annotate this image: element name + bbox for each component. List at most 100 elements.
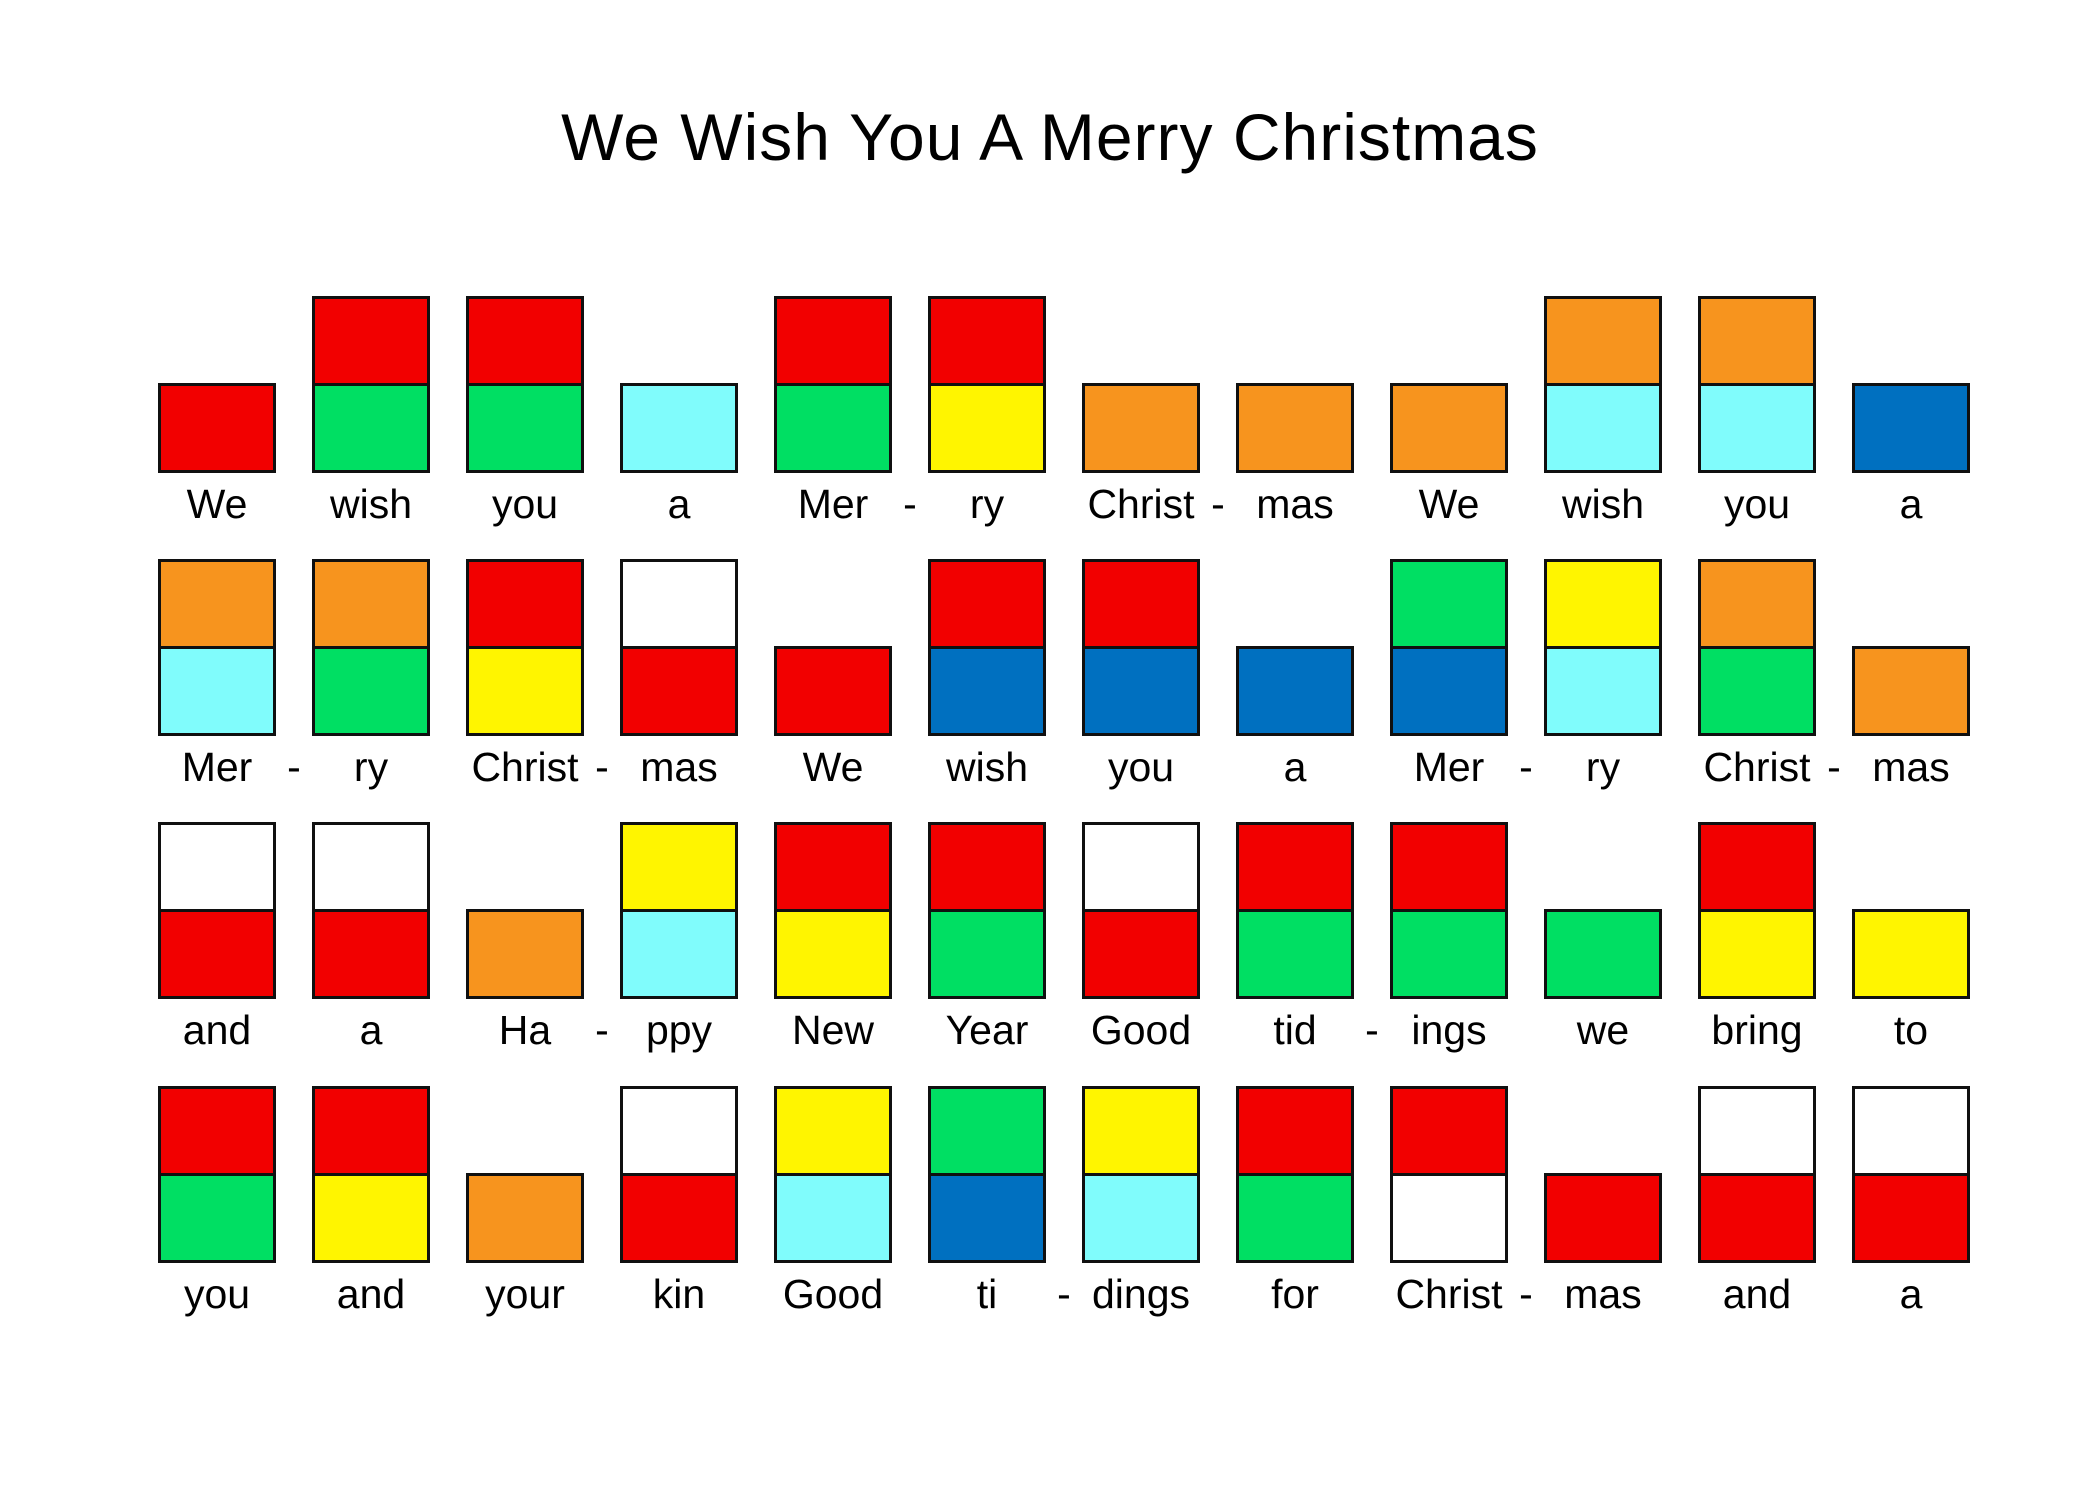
- syllable-label: a: [1899, 481, 1923, 527]
- note-cell: tid -: [1236, 819, 1379, 1053]
- syllable-label: you: [183, 1271, 251, 1317]
- syllable-label: you: [1723, 481, 1791, 527]
- note-cell: a: [1236, 556, 1354, 790]
- note-stack: [774, 1083, 892, 1263]
- note-stack: [774, 556, 892, 736]
- syllable-label: you: [491, 481, 559, 527]
- note-cell: ry: [1544, 556, 1662, 790]
- syllable-label: a: [667, 481, 691, 527]
- note-square-white: [1082, 822, 1200, 912]
- note-stack: [1236, 556, 1354, 736]
- syllable-label: a: [1899, 1271, 1923, 1317]
- syllable-hyphen: -: [1519, 1271, 1533, 1317]
- note-square-white: [312, 822, 430, 912]
- note-square-cyan: [620, 383, 738, 473]
- note-cell: and: [312, 1083, 430, 1317]
- note-square-cyan: [620, 909, 738, 999]
- note-square-red: [1698, 822, 1816, 912]
- syllable-hyphen: -: [287, 744, 301, 790]
- note-cell: a: [1852, 293, 1970, 527]
- note-cell: a: [1852, 1083, 1970, 1317]
- note-square-white: [620, 559, 738, 649]
- note-square-green: [928, 909, 1046, 999]
- note-cell: Year: [928, 819, 1046, 1053]
- note-row-2: Mer - ry Christ - mas We wish you a Mer - ry Christ - m…: [158, 556, 1970, 790]
- syllable-label: ings: [1411, 1007, 1487, 1053]
- note-cell: a: [312, 819, 430, 1053]
- syllable-label: a: [1283, 744, 1307, 790]
- syllable-label: mas: [1872, 744, 1950, 790]
- note-square-red: [158, 383, 276, 473]
- note-square-red: [620, 646, 738, 736]
- syllable-label: ti: [976, 1271, 998, 1317]
- note-cell: mas: [1236, 293, 1354, 527]
- note-square-orange: [312, 559, 430, 649]
- note-stack: [1698, 556, 1816, 736]
- note-cell: bring: [1698, 819, 1816, 1053]
- syllable-hyphen: -: [595, 744, 609, 790]
- syllable-label: mas: [1256, 481, 1334, 527]
- note-stack: [1698, 1083, 1816, 1263]
- note-square-cyan: [1544, 383, 1662, 473]
- note-square-red: [1390, 1086, 1508, 1176]
- note-square-white: [1698, 1086, 1816, 1176]
- note-stack: [466, 556, 584, 736]
- syllable-label: wish: [1561, 481, 1645, 527]
- note-cell: Ha -: [466, 819, 609, 1053]
- note-stack: [1544, 556, 1662, 736]
- note-square-yellow: [1698, 909, 1816, 999]
- note-cell: mas: [1544, 1083, 1662, 1317]
- note-stack: [928, 819, 1046, 999]
- syllable-label: Mer: [797, 481, 869, 527]
- note-square-blue: [928, 646, 1046, 736]
- note-square-cyan: [1544, 646, 1662, 736]
- note-stack: [774, 293, 892, 473]
- note-square-yellow: [620, 822, 738, 912]
- syllable-label: and: [336, 1271, 406, 1317]
- syllable-label: your: [485, 1271, 565, 1317]
- note-square-green: [312, 646, 430, 736]
- syllable-label: mas: [640, 744, 718, 790]
- note-square-green: [1236, 1173, 1354, 1263]
- note-square-orange: [1852, 646, 1970, 736]
- note-square-red: [1698, 1173, 1816, 1263]
- note-square-yellow: [774, 1086, 892, 1176]
- note-square-yellow: [466, 646, 584, 736]
- note-square-white: [1852, 1086, 1970, 1176]
- note-cell: Mer -: [158, 556, 301, 790]
- note-cell: a: [620, 293, 738, 527]
- note-square-red: [1544, 1173, 1662, 1263]
- note-cell: We: [1390, 293, 1508, 527]
- note-square-red: [928, 559, 1046, 649]
- note-square-white: [1390, 1173, 1508, 1263]
- syllable-label: Christ: [1703, 744, 1811, 790]
- note-square-red: [1082, 909, 1200, 999]
- note-stack: [1698, 293, 1816, 473]
- syllable-label: to: [1893, 1007, 1929, 1053]
- syllable-label: Mer: [181, 744, 253, 790]
- note-stack: [158, 1083, 276, 1263]
- note-square-red: [928, 822, 1046, 912]
- note-cell: we: [1544, 819, 1662, 1053]
- note-cell: to: [1852, 819, 1970, 1053]
- note-square-red: [1390, 822, 1508, 912]
- note-cell: wish: [928, 556, 1046, 790]
- note-stack: [928, 1083, 1046, 1263]
- note-square-red: [928, 296, 1046, 386]
- note-stack: [1852, 556, 1970, 736]
- note-square-green: [1544, 909, 1662, 999]
- note-stack: [1390, 293, 1508, 473]
- note-stack: [1236, 1083, 1354, 1263]
- syllable-label: ppy: [645, 1007, 713, 1053]
- syllable-label: and: [182, 1007, 252, 1053]
- note-square-red: [620, 1173, 738, 1263]
- note-stack: [1390, 1083, 1508, 1263]
- note-cell: for: [1236, 1083, 1354, 1317]
- note-cell: mas: [620, 556, 738, 790]
- note-square-red: [466, 296, 584, 386]
- note-stack: [158, 819, 276, 999]
- note-square-green: [774, 383, 892, 473]
- note-square-red: [158, 1086, 276, 1176]
- note-stack: [312, 819, 430, 999]
- note-square-green: [466, 383, 584, 473]
